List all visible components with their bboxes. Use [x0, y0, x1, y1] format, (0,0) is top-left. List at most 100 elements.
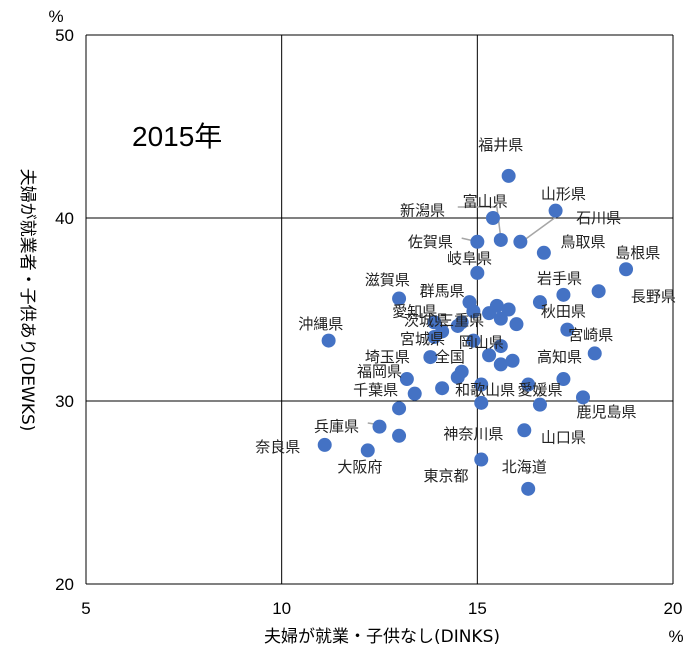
data-point: [450, 318, 465, 333]
data-point: [423, 350, 438, 365]
point-label: 宮崎県: [568, 326, 613, 344]
data-point: [466, 333, 481, 348]
y-tick-label: 50: [55, 26, 74, 45]
point-label: 滋賀県: [365, 271, 410, 289]
data-point: [360, 443, 375, 458]
x-tick-label: 20: [664, 599, 683, 618]
point-label: 鹿児島県: [576, 403, 636, 421]
data-point: [556, 372, 571, 387]
data-point: [474, 452, 489, 467]
point-label: 長野県: [631, 288, 676, 306]
point-label: 富山県: [463, 193, 508, 211]
data-point: [548, 203, 563, 218]
x-unit-label: %: [668, 627, 683, 646]
data-point: [407, 386, 422, 401]
data-point: [493, 339, 508, 354]
data-point: [493, 311, 508, 326]
data-point: [482, 306, 497, 321]
point-label: 島根県: [615, 244, 660, 262]
data-point: [450, 370, 465, 385]
point-label: 岡山県: [459, 333, 504, 351]
leader-line: [457, 206, 502, 239]
point-label: 千葉県: [353, 381, 398, 399]
point-label: 高知県: [537, 348, 582, 366]
data-point: [470, 265, 485, 280]
point-label: 北海道: [502, 458, 547, 476]
point-label: 岩手県: [537, 269, 582, 287]
data-point: [521, 377, 536, 392]
point-label: 兵庫県: [314, 418, 359, 436]
data-point: [474, 395, 489, 410]
data-point: [556, 287, 571, 302]
data-point: [505, 353, 520, 368]
point-label: 東京都: [424, 467, 469, 485]
data-point: [587, 346, 602, 361]
y-unit-label: %: [48, 7, 63, 26]
data-point: [517, 423, 532, 438]
data-point: [619, 262, 634, 277]
data-point: [427, 329, 442, 344]
point-label: 全国: [435, 348, 465, 366]
data-point: [470, 234, 485, 249]
point-label: 山形県: [541, 185, 586, 203]
data-point: [482, 348, 497, 363]
data-point: [399, 372, 414, 387]
tick-labels: 5 10 15 20 20 30 40 50: [55, 26, 682, 618]
x-tick-label: 10: [272, 599, 291, 618]
point-label: 石川県: [576, 209, 621, 227]
data-point: [575, 390, 590, 405]
point-label: 山口県: [541, 429, 586, 447]
point-label: 岐阜県: [447, 249, 492, 267]
point-label: 福井県: [478, 136, 523, 154]
data-point: [509, 317, 524, 332]
point-label: 新潟県: [400, 202, 445, 220]
point-label: 大阪府: [337, 458, 382, 476]
x-tick-label: 15: [468, 599, 487, 618]
data-point: [485, 211, 500, 225]
data-point: [532, 397, 547, 412]
data-point: [317, 437, 332, 452]
data-point: [392, 428, 407, 443]
point-label: 福岡県: [357, 363, 402, 381]
data-point: [591, 284, 606, 299]
point-label: 沖縄県: [298, 315, 343, 333]
x-tick-label: 5: [81, 599, 90, 618]
data-point: [521, 481, 536, 496]
point-label: 佐賀県: [408, 233, 453, 251]
point-label: 鳥取県: [560, 233, 605, 251]
data-point: [560, 322, 575, 337]
point-label: 神奈川県: [443, 425, 503, 443]
x-axis-title: 夫婦が就業・子供なし(DINKS): [264, 627, 500, 647]
data-point: [493, 357, 508, 372]
point-label: 愛知県: [392, 302, 437, 320]
data-point: [474, 377, 489, 392]
data-point: [392, 291, 407, 306]
data-point: [427, 315, 442, 330]
data-point: [501, 302, 516, 317]
point-label: 茨城県: [404, 311, 449, 329]
point-label: 愛媛県: [517, 381, 562, 399]
data-point: [392, 401, 407, 416]
data-point: [466, 304, 481, 319]
y-tick-label: 40: [55, 209, 74, 228]
chart-title: 2015年: [132, 121, 222, 152]
point-label: 秋田県: [541, 302, 586, 320]
point-label: 和歌山県: [455, 381, 515, 399]
data-point: [493, 232, 508, 247]
data-point: [435, 381, 450, 396]
point-label: 群馬県: [420, 282, 465, 300]
point-label: 埼玉県: [365, 348, 410, 366]
point-label: 奈良県: [255, 438, 300, 456]
data-points: [317, 168, 634, 496]
data-point: [536, 245, 551, 260]
data-point: [532, 295, 547, 310]
y-tick-label: 30: [55, 392, 74, 411]
leader-line: [523, 213, 560, 241]
data-point: [372, 419, 387, 434]
point-label: 宮城県: [400, 330, 445, 348]
y-tick-label: 20: [55, 575, 74, 594]
y-axis-title: 夫婦が就業者・子供あり(DEWKS): [17, 169, 37, 432]
data-point: [513, 234, 528, 249]
